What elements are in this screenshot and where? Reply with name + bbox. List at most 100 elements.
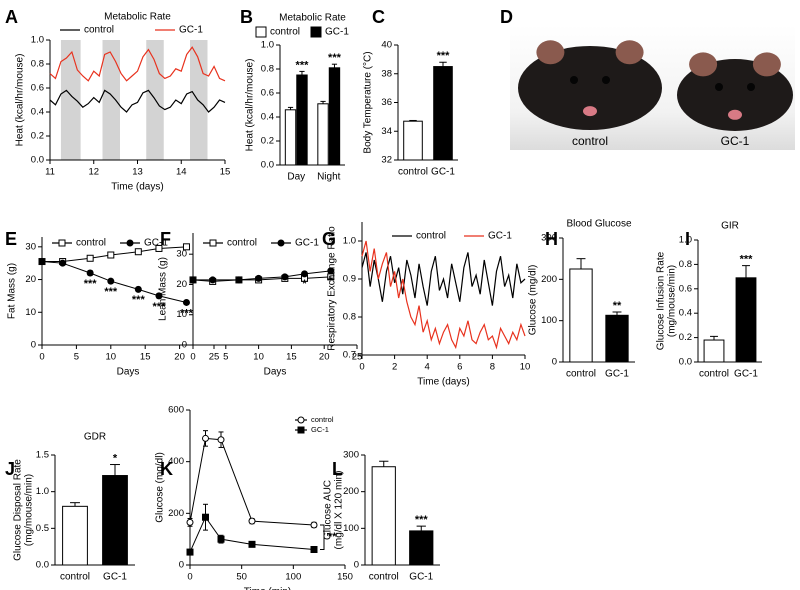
marker — [134, 248, 142, 256]
x-tick-label: 2 — [392, 362, 397, 373]
y-tick-label: 0.4 — [261, 112, 274, 123]
significance: ** — [613, 300, 622, 312]
x-tick-label: 25 — [352, 352, 363, 363]
series-line — [189, 437, 315, 526]
y-tick-label: 0.6 — [31, 83, 44, 94]
marker — [297, 426, 305, 434]
bar — [409, 530, 434, 566]
y-axis-label: Glucose (mg/dl) — [528, 265, 539, 336]
significance: *** — [132, 294, 146, 306]
x-tick-label: GC-1 — [605, 369, 629, 380]
mouse-eye — [570, 76, 578, 84]
marker — [134, 285, 142, 293]
legend-label: control — [416, 231, 446, 242]
legend-label: GC-1 — [179, 25, 203, 36]
bar — [735, 277, 757, 363]
bar — [371, 466, 396, 566]
x-tick-label: 15 — [220, 167, 231, 178]
y-tick-label: 0.0 — [31, 155, 44, 166]
x-axis-label: Time (days) — [111, 182, 163, 193]
marker — [182, 298, 190, 306]
y-tick-label: 0.8 — [343, 312, 356, 323]
significance: *** — [153, 301, 167, 313]
y-tick-label: 0.6 — [679, 283, 692, 294]
x-tick-label: 5 — [74, 352, 79, 363]
y-tick-label: 10 — [25, 307, 36, 318]
y-axis-label: Heat (kcal/hr/mouse) — [15, 54, 26, 147]
marker — [209, 239, 217, 247]
x-tick-label: 20 — [174, 352, 185, 363]
marker — [107, 277, 115, 285]
y-tick-label: 200 — [168, 508, 184, 519]
y-tick-label: 0.0 — [679, 357, 692, 368]
marker — [248, 517, 256, 525]
y-tick-label: 200 — [541, 274, 557, 285]
legend-label: control — [76, 238, 106, 249]
significance: *** — [84, 278, 98, 290]
x-tick-label: control — [566, 369, 596, 380]
series-line — [49, 46, 226, 82]
shaded-region — [102, 40, 120, 160]
x-tick-label: GC-1 — [409, 572, 433, 583]
legend-label: GC-1 — [325, 27, 349, 38]
y-tick-label: 1.0 — [343, 236, 356, 247]
y-tick-label: 0 — [31, 340, 36, 351]
bar — [433, 66, 453, 161]
mouse-ear — [536, 40, 565, 65]
marker — [107, 251, 115, 259]
bar — [62, 505, 88, 566]
y-tick-label: 0.9 — [343, 274, 356, 285]
y-tick-label: 0 — [552, 357, 557, 368]
significance: * — [302, 278, 307, 290]
panel-letter: G — [322, 229, 336, 249]
marker — [248, 540, 256, 548]
marker — [310, 521, 318, 529]
x-tick-label: 10 — [253, 352, 264, 363]
marker — [209, 276, 217, 284]
chart-title: Metabolic Rate — [279, 13, 346, 24]
panel-letter: I — [685, 229, 690, 249]
x-tick-label: control — [699, 369, 729, 380]
y-axis-label: Glucose Disposal Rate — [13, 459, 24, 561]
image-label: GC-1 — [721, 134, 750, 148]
bar — [102, 475, 128, 566]
x-tick-label: 6 — [457, 362, 462, 373]
bar — [569, 268, 593, 363]
x-tick-label: 10 — [520, 362, 531, 373]
marker — [281, 273, 289, 281]
y-tick-label: 30 — [25, 241, 36, 252]
x-tick-label: GC-1 — [103, 572, 127, 583]
x-tick-label: GC-1 — [431, 167, 455, 178]
y-tick-label: 0 — [182, 340, 187, 351]
x-tick-label: control — [369, 572, 399, 583]
bar — [296, 74, 308, 166]
x-tick-label: Night — [317, 172, 341, 183]
significance: *** — [180, 307, 194, 319]
y-tick-label: 0.7 — [343, 350, 356, 361]
shaded-region — [60, 40, 81, 160]
mouse-eye — [602, 76, 610, 84]
x-tick-label: 5 — [223, 352, 228, 363]
marker — [217, 436, 225, 444]
panel-letter: F — [160, 229, 171, 249]
y-tick-label: 200 — [343, 486, 359, 497]
panel-letter: A — [5, 7, 18, 27]
bar — [403, 120, 423, 161]
marker — [59, 259, 67, 267]
bracket — [320, 524, 325, 550]
marker — [217, 535, 225, 543]
significance: *** — [328, 52, 342, 64]
marker — [310, 546, 318, 553]
legend-label: control — [270, 27, 300, 38]
significance: *** — [104, 286, 118, 298]
bar — [703, 339, 725, 363]
marker — [186, 518, 194, 526]
marker — [38, 258, 46, 266]
marker — [186, 548, 194, 556]
marker — [155, 244, 163, 252]
significance: *** — [296, 59, 310, 71]
mouse-body — [677, 59, 793, 131]
y-axis-label: Glucose (mg/dl) — [155, 452, 166, 523]
x-tick-label: 150 — [337, 572, 353, 583]
